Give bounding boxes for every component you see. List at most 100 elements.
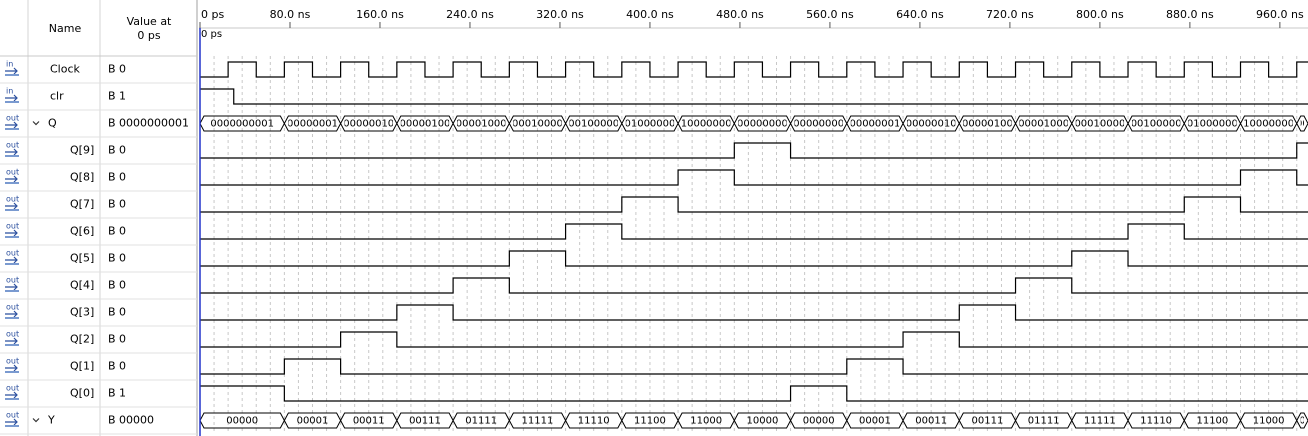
direction-icon-base — [5, 344, 19, 346]
bus-segment — [1296, 115, 1308, 132]
bus-value: 00001 — [859, 416, 891, 427]
direction-icon-base — [5, 155, 19, 157]
bus-value: 11111 — [1084, 416, 1116, 427]
signal-direction: out — [6, 330, 19, 339]
direction-icon — [5, 310, 18, 318]
direction-icon — [5, 256, 18, 264]
signal-direction: in — [6, 60, 13, 69]
direction-icon-base — [5, 209, 19, 211]
bus-value: 00111 — [972, 416, 1004, 427]
bus-value: 0000100000 — [506, 119, 570, 130]
ruler-label: 240.0 ns — [446, 8, 494, 21]
signal-direction: out — [6, 195, 19, 204]
bus-value: 0000010000 — [449, 119, 513, 130]
bit-waveform — [200, 331, 1308, 348]
direction-icon — [5, 67, 18, 75]
bus-value: 00001 — [297, 416, 329, 427]
bus-value: 0000000010 — [843, 119, 907, 130]
direction-icon-base — [5, 236, 19, 238]
bus-value: 00011 — [915, 416, 947, 427]
bus-value: 0000000010 — [281, 119, 345, 130]
bus-value: 01111 — [465, 416, 497, 427]
expand-chevron — [32, 121, 40, 126]
signal-name: Q[6] — [70, 225, 94, 238]
bus-value: 00000 — [226, 416, 258, 427]
signal-name: Q[8] — [70, 171, 94, 184]
bus-value: 10000 — [747, 416, 779, 427]
ruler-label: 720.0 ns — [986, 8, 1034, 21]
bus-value: 0010000000 — [1181, 119, 1245, 130]
ruler-label: 0 ps — [201, 8, 224, 21]
direction-icon-base — [5, 182, 19, 184]
signal-direction: out — [6, 141, 19, 150]
signal-direction: out — [6, 114, 19, 123]
direction-icon-base — [5, 128, 19, 130]
direction-icon-base — [5, 317, 19, 319]
ruler-label: 160.0 ns — [356, 8, 404, 21]
bus-value: 0010000000 — [618, 119, 682, 130]
ruler-label: 880.0 ns — [1166, 8, 1214, 21]
signal-direction: out — [6, 303, 19, 312]
bus-segment — [1296, 412, 1308, 429]
bus-value: 00011 — [353, 416, 385, 427]
bit-waveform — [200, 250, 1308, 267]
bit-waveform — [200, 223, 1308, 240]
bit-waveform — [200, 61, 1308, 78]
bit-waveform — [200, 88, 1308, 105]
bus-value: 11100 — [634, 416, 666, 427]
ruler-label: 480.0 ns — [716, 8, 764, 21]
signal-name: Q[9] — [70, 144, 94, 157]
direction-icon — [5, 337, 18, 345]
bus-value: 0000000100 — [337, 119, 401, 130]
signal-name: Q[1] — [70, 360, 94, 373]
bit-waveform — [200, 304, 1308, 321]
bus-value: 11000 — [690, 416, 722, 427]
bit-waveform — [200, 385, 1308, 402]
ruler-label: 400.0 ns — [626, 8, 674, 21]
bus-value: 01111 — [1028, 416, 1060, 427]
signal-value: B 0 — [108, 333, 126, 346]
bus-value: 11111 — [522, 416, 554, 427]
direction-icon — [5, 202, 18, 210]
direction-icon — [5, 283, 18, 291]
bit-waveform — [200, 196, 1308, 213]
bus-value: 10000 — [1286, 416, 1308, 427]
bus-value: 0000100000 — [1068, 119, 1132, 130]
direction-icon-base — [5, 371, 19, 373]
signal-value: B 0 — [108, 198, 126, 211]
bus-value: 0001000000 — [562, 119, 626, 130]
bit-waveform — [200, 358, 1308, 375]
bus-value: 0100000000 — [1237, 119, 1301, 130]
bus-value: 0001000000 — [1124, 119, 1188, 130]
signal-direction: out — [6, 222, 19, 231]
bus-value: 0000000001 — [787, 119, 851, 130]
bus-value: 11110 — [1140, 416, 1172, 427]
direction-icon-base — [5, 74, 19, 76]
signal-value: B 0 — [108, 279, 126, 292]
signal-name: Q[7] — [70, 198, 94, 211]
signal-value: B 0 — [108, 171, 126, 184]
signal-direction: in — [6, 87, 13, 96]
signal-value: B 0 — [108, 306, 126, 319]
bus-value: 0000010000 — [1012, 119, 1076, 130]
ruler-label: 800.0 ns — [1076, 8, 1124, 21]
list-header — [0, 0, 197, 56]
direction-icon — [5, 148, 18, 156]
bus-value: 0000000001 — [210, 119, 274, 130]
direction-icon — [5, 175, 18, 183]
direction-icon — [5, 121, 18, 129]
signal-direction: out — [6, 276, 19, 285]
bus-value: 0000000100 — [899, 119, 963, 130]
signal-value: B 0000000001 — [108, 117, 189, 130]
signal-name: Clock — [50, 63, 81, 76]
ruler-label: 960.0 ns — [1256, 8, 1304, 21]
value-header: Value at — [127, 15, 172, 28]
signal-direction: out — [6, 357, 19, 366]
direction-icon — [5, 94, 18, 102]
signal-direction: out — [6, 249, 19, 258]
direction-icon-base — [5, 425, 19, 427]
signal-name: Q[4] — [70, 279, 94, 292]
signal-name: Q[5] — [70, 252, 94, 265]
